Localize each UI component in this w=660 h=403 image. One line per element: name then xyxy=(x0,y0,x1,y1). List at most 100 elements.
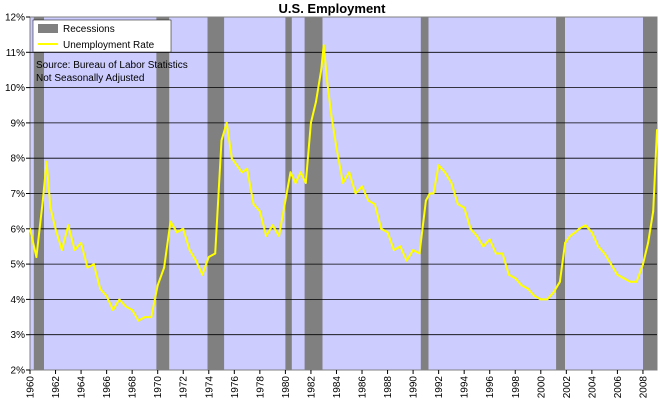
data-point xyxy=(131,309,134,311)
y-tick-label-6: 8% xyxy=(11,154,26,165)
data-point xyxy=(265,234,268,237)
legend: Recessions Unemployment Rate xyxy=(32,19,172,53)
data-point xyxy=(284,199,287,202)
data-point xyxy=(54,227,57,230)
data-point xyxy=(373,203,376,206)
data-point xyxy=(225,121,228,124)
data-point xyxy=(507,273,510,276)
y-tick-label-9: 11% xyxy=(6,48,25,59)
data-point xyxy=(124,305,127,308)
x-tick-label-14: 1988 xyxy=(383,376,394,399)
data-point xyxy=(105,294,108,297)
data-point xyxy=(320,68,323,71)
data-point xyxy=(610,263,612,266)
data-point xyxy=(182,227,185,230)
x-tick-label-15: 1990 xyxy=(409,376,420,399)
data-point xyxy=(86,266,89,269)
y-tick-label-4: 6% xyxy=(11,224,26,235)
data-point xyxy=(437,164,440,167)
x-tick-label-16: 1992 xyxy=(434,376,445,399)
y-tick-label-7: 9% xyxy=(11,118,26,129)
data-point xyxy=(533,294,536,297)
data-point xyxy=(246,167,249,170)
data-point xyxy=(99,287,102,290)
data-point xyxy=(578,227,581,230)
data-point xyxy=(569,234,572,237)
y-tick-label-8: 10% xyxy=(5,83,25,94)
data-point xyxy=(475,234,478,237)
data-point xyxy=(629,280,632,283)
data-point xyxy=(380,227,383,230)
legend-label-recessions: Recessions xyxy=(63,24,115,35)
x-tick-label-2: 1964 xyxy=(77,376,88,399)
data-point xyxy=(514,277,517,280)
data-point xyxy=(386,231,389,234)
data-point xyxy=(584,224,587,227)
y-tick-label-0: 2% xyxy=(11,366,26,377)
data-point xyxy=(622,277,625,280)
data-point xyxy=(220,139,223,142)
data-point xyxy=(399,245,402,248)
data-point xyxy=(241,171,243,174)
data-point xyxy=(315,100,317,103)
data-point xyxy=(330,114,333,117)
x-tick-label-3: 1966 xyxy=(102,376,113,399)
data-point xyxy=(482,245,485,248)
data-point xyxy=(616,273,619,276)
data-point xyxy=(656,129,658,131)
data-point xyxy=(304,181,307,184)
x-tick-label-24: 2008 xyxy=(638,376,649,399)
data-point xyxy=(67,224,70,227)
data-point xyxy=(392,249,395,251)
x-tick-label-20: 2000 xyxy=(536,376,547,399)
data-point xyxy=(495,252,498,255)
data-point xyxy=(348,171,351,174)
data-point xyxy=(271,224,274,227)
data-point xyxy=(520,284,523,287)
data-point xyxy=(590,231,593,234)
x-tick-label-13: 1986 xyxy=(358,376,369,399)
data-point xyxy=(574,231,577,234)
x-tick-label-11: 1982 xyxy=(306,376,317,399)
data-point xyxy=(546,298,549,301)
data-point xyxy=(635,280,638,283)
data-point xyxy=(564,241,567,244)
x-tick-label-8: 1976 xyxy=(230,376,241,399)
data-point xyxy=(527,287,529,290)
x-tick-label-21: 2002 xyxy=(562,376,573,399)
x-tick-label-9: 1978 xyxy=(255,376,266,399)
data-point xyxy=(418,252,421,255)
data-point xyxy=(341,181,344,184)
data-point xyxy=(207,256,210,258)
x-tick-label-19: 1998 xyxy=(511,376,522,399)
data-point xyxy=(195,259,197,262)
data-point xyxy=(294,181,297,184)
data-point xyxy=(258,210,261,213)
data-point xyxy=(424,199,427,202)
data-point xyxy=(278,234,280,237)
data-point xyxy=(230,157,233,160)
source-note: Source: Bureau of Labor Statistics xyxy=(36,60,188,71)
gridlines xyxy=(30,51,657,336)
x-tick-label-5: 1970 xyxy=(153,376,164,399)
x-tick-label-22: 2004 xyxy=(587,376,598,399)
data-point xyxy=(41,199,44,202)
x-tick-label-12: 1984 xyxy=(332,376,343,399)
data-point xyxy=(80,241,83,244)
data-point xyxy=(45,160,48,163)
x-tick-label-10: 1980 xyxy=(281,376,292,399)
data-point xyxy=(188,249,191,251)
x-tick-label-17: 1994 xyxy=(460,376,471,399)
data-point xyxy=(150,316,153,319)
data-point xyxy=(214,252,217,255)
data-point xyxy=(603,252,606,255)
y-tick-label-5: 7% xyxy=(11,189,26,200)
data-point xyxy=(361,185,363,188)
data-point xyxy=(169,220,172,223)
data-point xyxy=(469,227,472,230)
y-tick-label-1: 3% xyxy=(11,330,26,341)
data-point xyxy=(412,249,415,251)
data-point xyxy=(444,171,446,174)
data-point xyxy=(456,203,459,206)
data-point xyxy=(501,252,504,255)
